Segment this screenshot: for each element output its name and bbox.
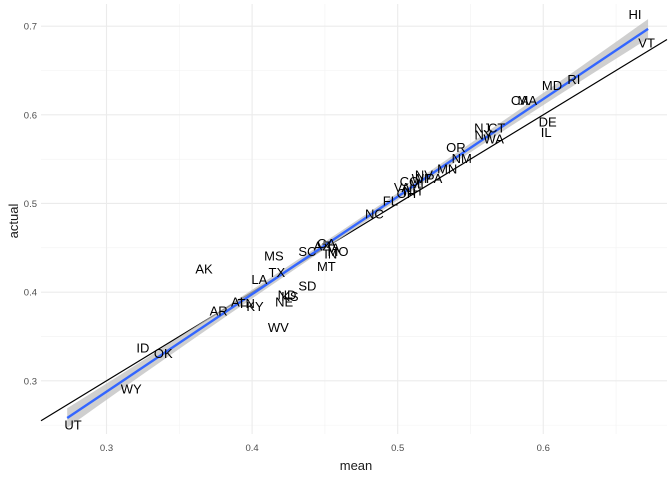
point-label-wy: WY <box>121 381 142 396</box>
point-label-ca: CA <box>511 93 529 108</box>
y-tick-label: 0.7 <box>24 22 37 33</box>
point-label-ct: CT <box>488 121 505 136</box>
point-label-mo: MO <box>328 244 349 259</box>
point-label-nc: NC <box>365 207 384 222</box>
point-label-ks: KS <box>281 289 299 304</box>
fit-regression-line <box>66 27 649 420</box>
point-label-nd: ND <box>278 287 297 302</box>
x-tick-label: 0.6 <box>537 443 550 454</box>
point-label-ms: MS <box>264 248 284 263</box>
y-tick-label: 0.3 <box>24 376 37 387</box>
point-label-la: LA <box>251 272 267 287</box>
point-label-wa: WA <box>484 131 505 146</box>
point-label-az: AZ <box>314 239 331 254</box>
point-label-or: OR <box>446 140 466 155</box>
point-label-tn: TN <box>238 296 255 311</box>
point-label-wv: WV <box>268 320 289 335</box>
x-axis-ticks: 0.3 0.4 0.5 0.6 <box>100 443 550 454</box>
point-label-mt: MT <box>317 259 336 274</box>
point-label-ri: RI <box>567 72 580 87</box>
point-label-co: CO <box>400 174 420 189</box>
point-label-ar: AR <box>210 303 228 318</box>
y-axis-ticks: 0.3 0.4 0.5 0.6 0.7 <box>24 22 37 388</box>
point-label-vt: VT <box>638 36 655 51</box>
point-label-ut: UT <box>64 418 81 433</box>
point-label-tx: TX <box>269 265 286 280</box>
x-tick-label: 0.5 <box>391 443 404 454</box>
reference-line-group <box>40 38 668 422</box>
point-label-ok: OK <box>154 346 173 361</box>
x-tick-label: 0.3 <box>100 443 113 454</box>
point-label-in: IN <box>324 247 337 262</box>
y-tick-label: 0.6 <box>24 110 37 121</box>
y-axis-title: actual <box>6 204 21 239</box>
point-label-wi: WI <box>412 171 428 186</box>
point-label-ne: NE <box>275 294 293 309</box>
point-label-ny: NY <box>475 128 493 143</box>
point-label-id: ID <box>136 341 149 356</box>
point-label-ia: IA <box>327 240 340 255</box>
y-tick-label: 0.4 <box>24 288 37 299</box>
point-label-mn: MN <box>437 161 457 176</box>
point-label-il: IL <box>541 125 552 140</box>
point-label-mi: MI <box>409 176 423 191</box>
point-label-ak: AK <box>195 262 213 277</box>
x-tick-label: 0.4 <box>245 443 258 454</box>
point-label-nj: NJ <box>474 121 490 136</box>
point-label-fl: FL <box>383 193 398 208</box>
point-label-md: MD <box>542 78 562 93</box>
point-label-sc: SC <box>298 244 316 259</box>
point-label-nm: NM <box>452 151 472 166</box>
fit-line-group <box>66 19 649 428</box>
point-label-ky: KY <box>246 299 264 314</box>
y-tick-label: 0.5 <box>24 199 37 210</box>
point-label-pa: PA <box>426 171 443 186</box>
point-label-nv: NV <box>415 168 433 183</box>
point-label-va: VA <box>394 180 411 195</box>
gridlines <box>41 4 667 434</box>
point-label-de: DE <box>539 114 557 129</box>
point-label-ga: GA <box>317 236 336 251</box>
point-label-nh: NH <box>403 184 422 199</box>
point-label-ma: MA <box>517 93 537 108</box>
x-axis-title: mean <box>340 458 373 473</box>
point-label-al: AL <box>231 294 247 309</box>
point-label-oh: OH <box>397 186 417 201</box>
point-label-hi: HI <box>628 7 641 22</box>
identity-reference-line <box>40 38 668 422</box>
point-label-sd: SD <box>298 278 316 293</box>
